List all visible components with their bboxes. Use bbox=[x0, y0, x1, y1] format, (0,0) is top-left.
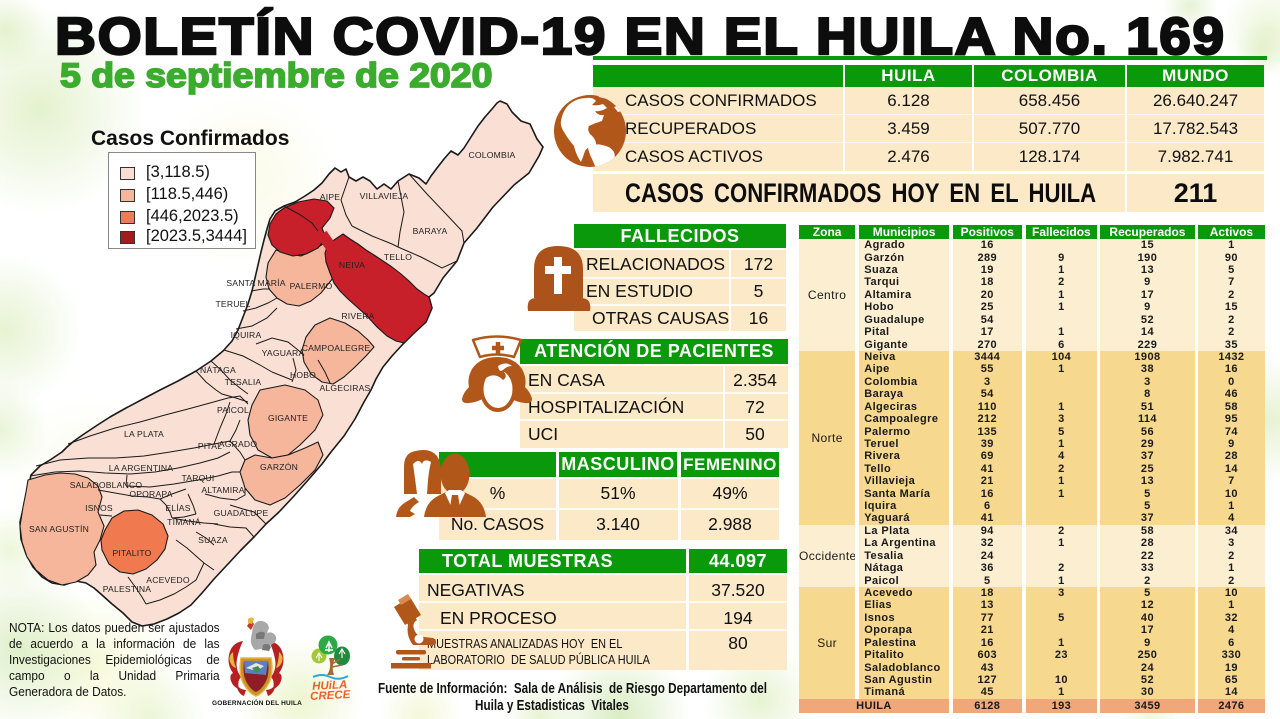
svg-text:SAN AGUSTÍN: SAN AGUSTÍN bbox=[29, 524, 89, 534]
svg-text:SUAZA: SUAZA bbox=[198, 535, 228, 545]
svg-text:SALADOBLANCO: SALADOBLANCO bbox=[70, 480, 143, 490]
svg-text:CAMPOALEGRE: CAMPOALEGRE bbox=[302, 343, 371, 353]
svg-text:TIMANÁ: TIMANÁ bbox=[167, 517, 201, 527]
svg-text:IQUIRA: IQUIRA bbox=[231, 330, 262, 340]
svg-text:TELLO: TELLO bbox=[384, 252, 412, 262]
svg-text:HOBO: HOBO bbox=[290, 370, 316, 380]
svg-text:TERUEL: TERUEL bbox=[215, 299, 250, 309]
svg-text:RIVERA: RIVERA bbox=[341, 311, 374, 321]
svg-text:PAICOL: PAICOL bbox=[217, 405, 249, 415]
svg-text:LA ARGENTINA: LA ARGENTINA bbox=[109, 463, 174, 473]
svg-text:AIPE: AIPE bbox=[320, 192, 340, 202]
svg-text:GIGANTE: GIGANTE bbox=[268, 413, 308, 423]
svg-text:ISNOS: ISNOS bbox=[85, 503, 113, 513]
svg-text:ELÍAS: ELÍAS bbox=[165, 503, 190, 513]
svg-text:TARQUI: TARQUI bbox=[181, 473, 214, 483]
svg-text:BARAYA: BARAYA bbox=[413, 226, 448, 236]
svg-text:GARZÓN: GARZÓN bbox=[260, 462, 298, 472]
svg-text:TESALIA: TESALIA bbox=[225, 377, 262, 387]
svg-text:PITAL: PITAL bbox=[198, 441, 222, 451]
svg-text:OPORAPA: OPORAPA bbox=[129, 489, 172, 499]
svg-text:VILLAVIEJA: VILLAVIEJA bbox=[360, 191, 409, 201]
svg-text:SANTA MARÍA: SANTA MARÍA bbox=[226, 278, 285, 288]
svg-text:COLOMBIA: COLOMBIA bbox=[469, 150, 516, 160]
svg-text:PALERMO: PALERMO bbox=[290, 281, 333, 291]
svg-text:ALGECIRAS: ALGECIRAS bbox=[320, 383, 371, 393]
svg-text:NÁTAGA: NÁTAGA bbox=[200, 365, 236, 375]
svg-text:GUADALUPE: GUADALUPE bbox=[214, 508, 269, 518]
svg-text:PITALITO: PITALITO bbox=[112, 548, 151, 558]
svg-text:NEIVA: NEIVA bbox=[339, 260, 365, 270]
svg-text:ALTAMIRA: ALTAMIRA bbox=[201, 485, 244, 495]
svg-text:ACEVEDO: ACEVEDO bbox=[146, 575, 190, 585]
svg-text:PALESTINA: PALESTINA bbox=[103, 584, 152, 594]
svg-text:YAGUARÁ: YAGUARÁ bbox=[262, 348, 305, 358]
svg-text:AGRADO: AGRADO bbox=[219, 439, 258, 449]
svg-text:LA PLATA: LA PLATA bbox=[124, 429, 164, 439]
